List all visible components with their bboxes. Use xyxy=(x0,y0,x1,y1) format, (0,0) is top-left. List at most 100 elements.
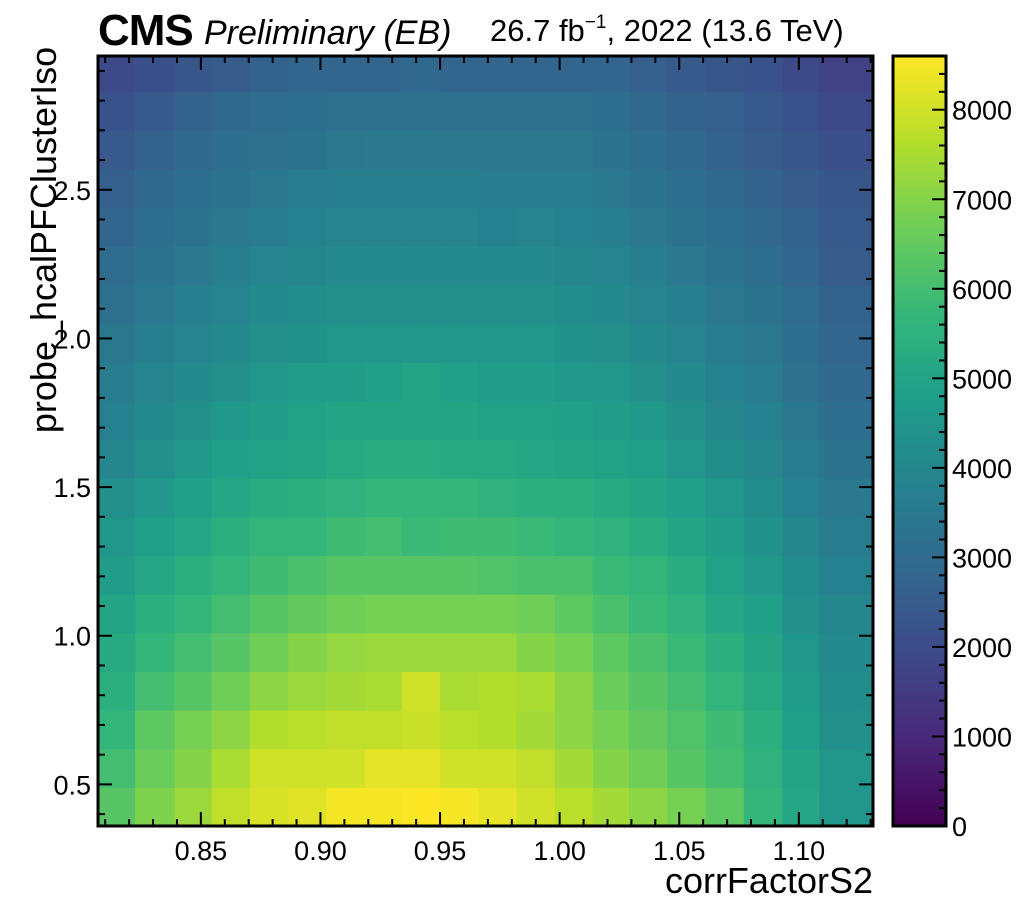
heatmap-cell xyxy=(516,671,556,711)
heatmap-cell xyxy=(326,516,366,557)
y-tick-label: 2.0 xyxy=(53,324,91,354)
heatmap-cell xyxy=(554,284,594,325)
heatmap-cell xyxy=(364,555,403,595)
experiment-label: CMS xyxy=(98,6,194,55)
heatmap-cell xyxy=(478,594,518,634)
heatmap-cell xyxy=(705,284,745,325)
heatmap-cell xyxy=(288,439,328,479)
heatmap-cell xyxy=(554,362,594,402)
heatmap-cell xyxy=(326,246,366,286)
heatmap-cell xyxy=(174,594,213,634)
heatmap-cell xyxy=(629,787,668,827)
heatmap-cell xyxy=(593,748,630,788)
heatmap-cell xyxy=(819,555,859,595)
heatmap-cell xyxy=(782,710,820,750)
heatmap-cell xyxy=(516,555,556,595)
heatmap-cell xyxy=(211,671,251,711)
heatmap-cell xyxy=(174,632,213,673)
heatmap-cell xyxy=(743,516,783,557)
heatmap-cell xyxy=(667,323,707,363)
heatmap-cell xyxy=(401,400,441,441)
heatmap-cell xyxy=(211,168,251,209)
heatmap-cell xyxy=(516,439,556,479)
heatmap-cell xyxy=(249,130,289,170)
x-axis-label: corrFactorS2 xyxy=(664,860,873,901)
heatmap-cell xyxy=(667,555,707,595)
heatmap-cell xyxy=(782,284,820,325)
heatmap-cell xyxy=(249,362,289,402)
heatmap-cell xyxy=(326,555,366,595)
heatmap-cell xyxy=(629,555,668,595)
heatmap-cell xyxy=(516,130,556,170)
heatmap-cell xyxy=(249,91,289,131)
heatmap-cell xyxy=(667,594,707,634)
heatmap-cell xyxy=(782,323,820,363)
heatmap-cell xyxy=(364,246,403,286)
heatmap-cell xyxy=(516,400,556,441)
heatmap-cell xyxy=(857,439,874,479)
heatmap-cell xyxy=(554,478,594,518)
heatmap-cell xyxy=(667,207,707,247)
heatmap-cell xyxy=(857,246,874,286)
heatmap-cell xyxy=(364,400,403,441)
heatmap-cell xyxy=(478,168,518,209)
heatmap-cell xyxy=(705,439,745,479)
heatmap-cell xyxy=(211,284,251,325)
heatmap-cell xyxy=(819,594,859,634)
heatmap-cell xyxy=(593,439,630,479)
x-tick-label: 0.85 xyxy=(175,836,228,866)
heatmap-cell xyxy=(554,555,594,595)
heatmap-cell xyxy=(249,516,289,557)
heatmap-cell xyxy=(364,362,403,402)
heatmap-cell xyxy=(593,478,630,518)
heatmap-cell xyxy=(554,787,594,827)
heatmap-cell xyxy=(135,594,176,634)
heatmap-cell xyxy=(98,323,136,363)
heatmap-cell xyxy=(249,748,289,788)
heatmap-cell xyxy=(819,284,859,325)
y-tick-label: 2.5 xyxy=(53,176,91,206)
heatmap-cell xyxy=(98,516,136,557)
heatmap-cell xyxy=(478,478,518,518)
heatmap-cell xyxy=(135,284,176,325)
heatmap-cell xyxy=(326,594,366,634)
heatmap-cell xyxy=(782,400,820,441)
heatmap-cell xyxy=(819,362,859,402)
heatmap-cell xyxy=(554,91,594,131)
heatmap-cell xyxy=(743,400,783,441)
heatmap-cell xyxy=(440,400,479,441)
heatmap-cell xyxy=(705,323,745,363)
colorbar-tick-label: 7000 xyxy=(952,185,1012,215)
heatmap-cell xyxy=(593,91,630,131)
heatmap-cell xyxy=(629,168,668,209)
heatmap-cell xyxy=(326,323,366,363)
heatmap-cell xyxy=(364,130,403,170)
x-tick-label: 1.00 xyxy=(533,836,586,866)
heatmap-cell xyxy=(440,748,479,788)
heatmap-cell xyxy=(782,555,820,595)
heatmap-cell xyxy=(478,555,518,595)
heatmap-cell xyxy=(174,400,213,441)
heatmap-cell xyxy=(593,207,630,247)
heatmap-cell xyxy=(782,56,820,93)
heatmap-cell xyxy=(478,130,518,170)
heatmap-cell xyxy=(249,594,289,634)
heatmap-cell xyxy=(478,787,518,827)
heatmap-cell xyxy=(857,632,874,673)
heatmap-cell xyxy=(667,478,707,518)
heatmap-cell xyxy=(288,594,328,634)
heatmap-cell xyxy=(857,91,874,131)
heatmap-cell xyxy=(819,323,859,363)
heatmap-cell xyxy=(135,710,176,750)
heatmap-cell xyxy=(135,207,176,247)
heatmap-cell xyxy=(249,323,289,363)
heatmap-cell xyxy=(478,516,518,557)
colorbar-tick-label: 5000 xyxy=(952,364,1012,394)
heatmap-cell xyxy=(554,710,594,750)
heatmap-cell xyxy=(743,246,783,286)
heatmap-cell xyxy=(667,671,707,711)
heatmap-cell xyxy=(326,56,366,93)
heatmap-cell xyxy=(629,323,668,363)
heatmap-cell xyxy=(401,130,441,170)
x-tick-label: 1.05 xyxy=(653,836,706,866)
